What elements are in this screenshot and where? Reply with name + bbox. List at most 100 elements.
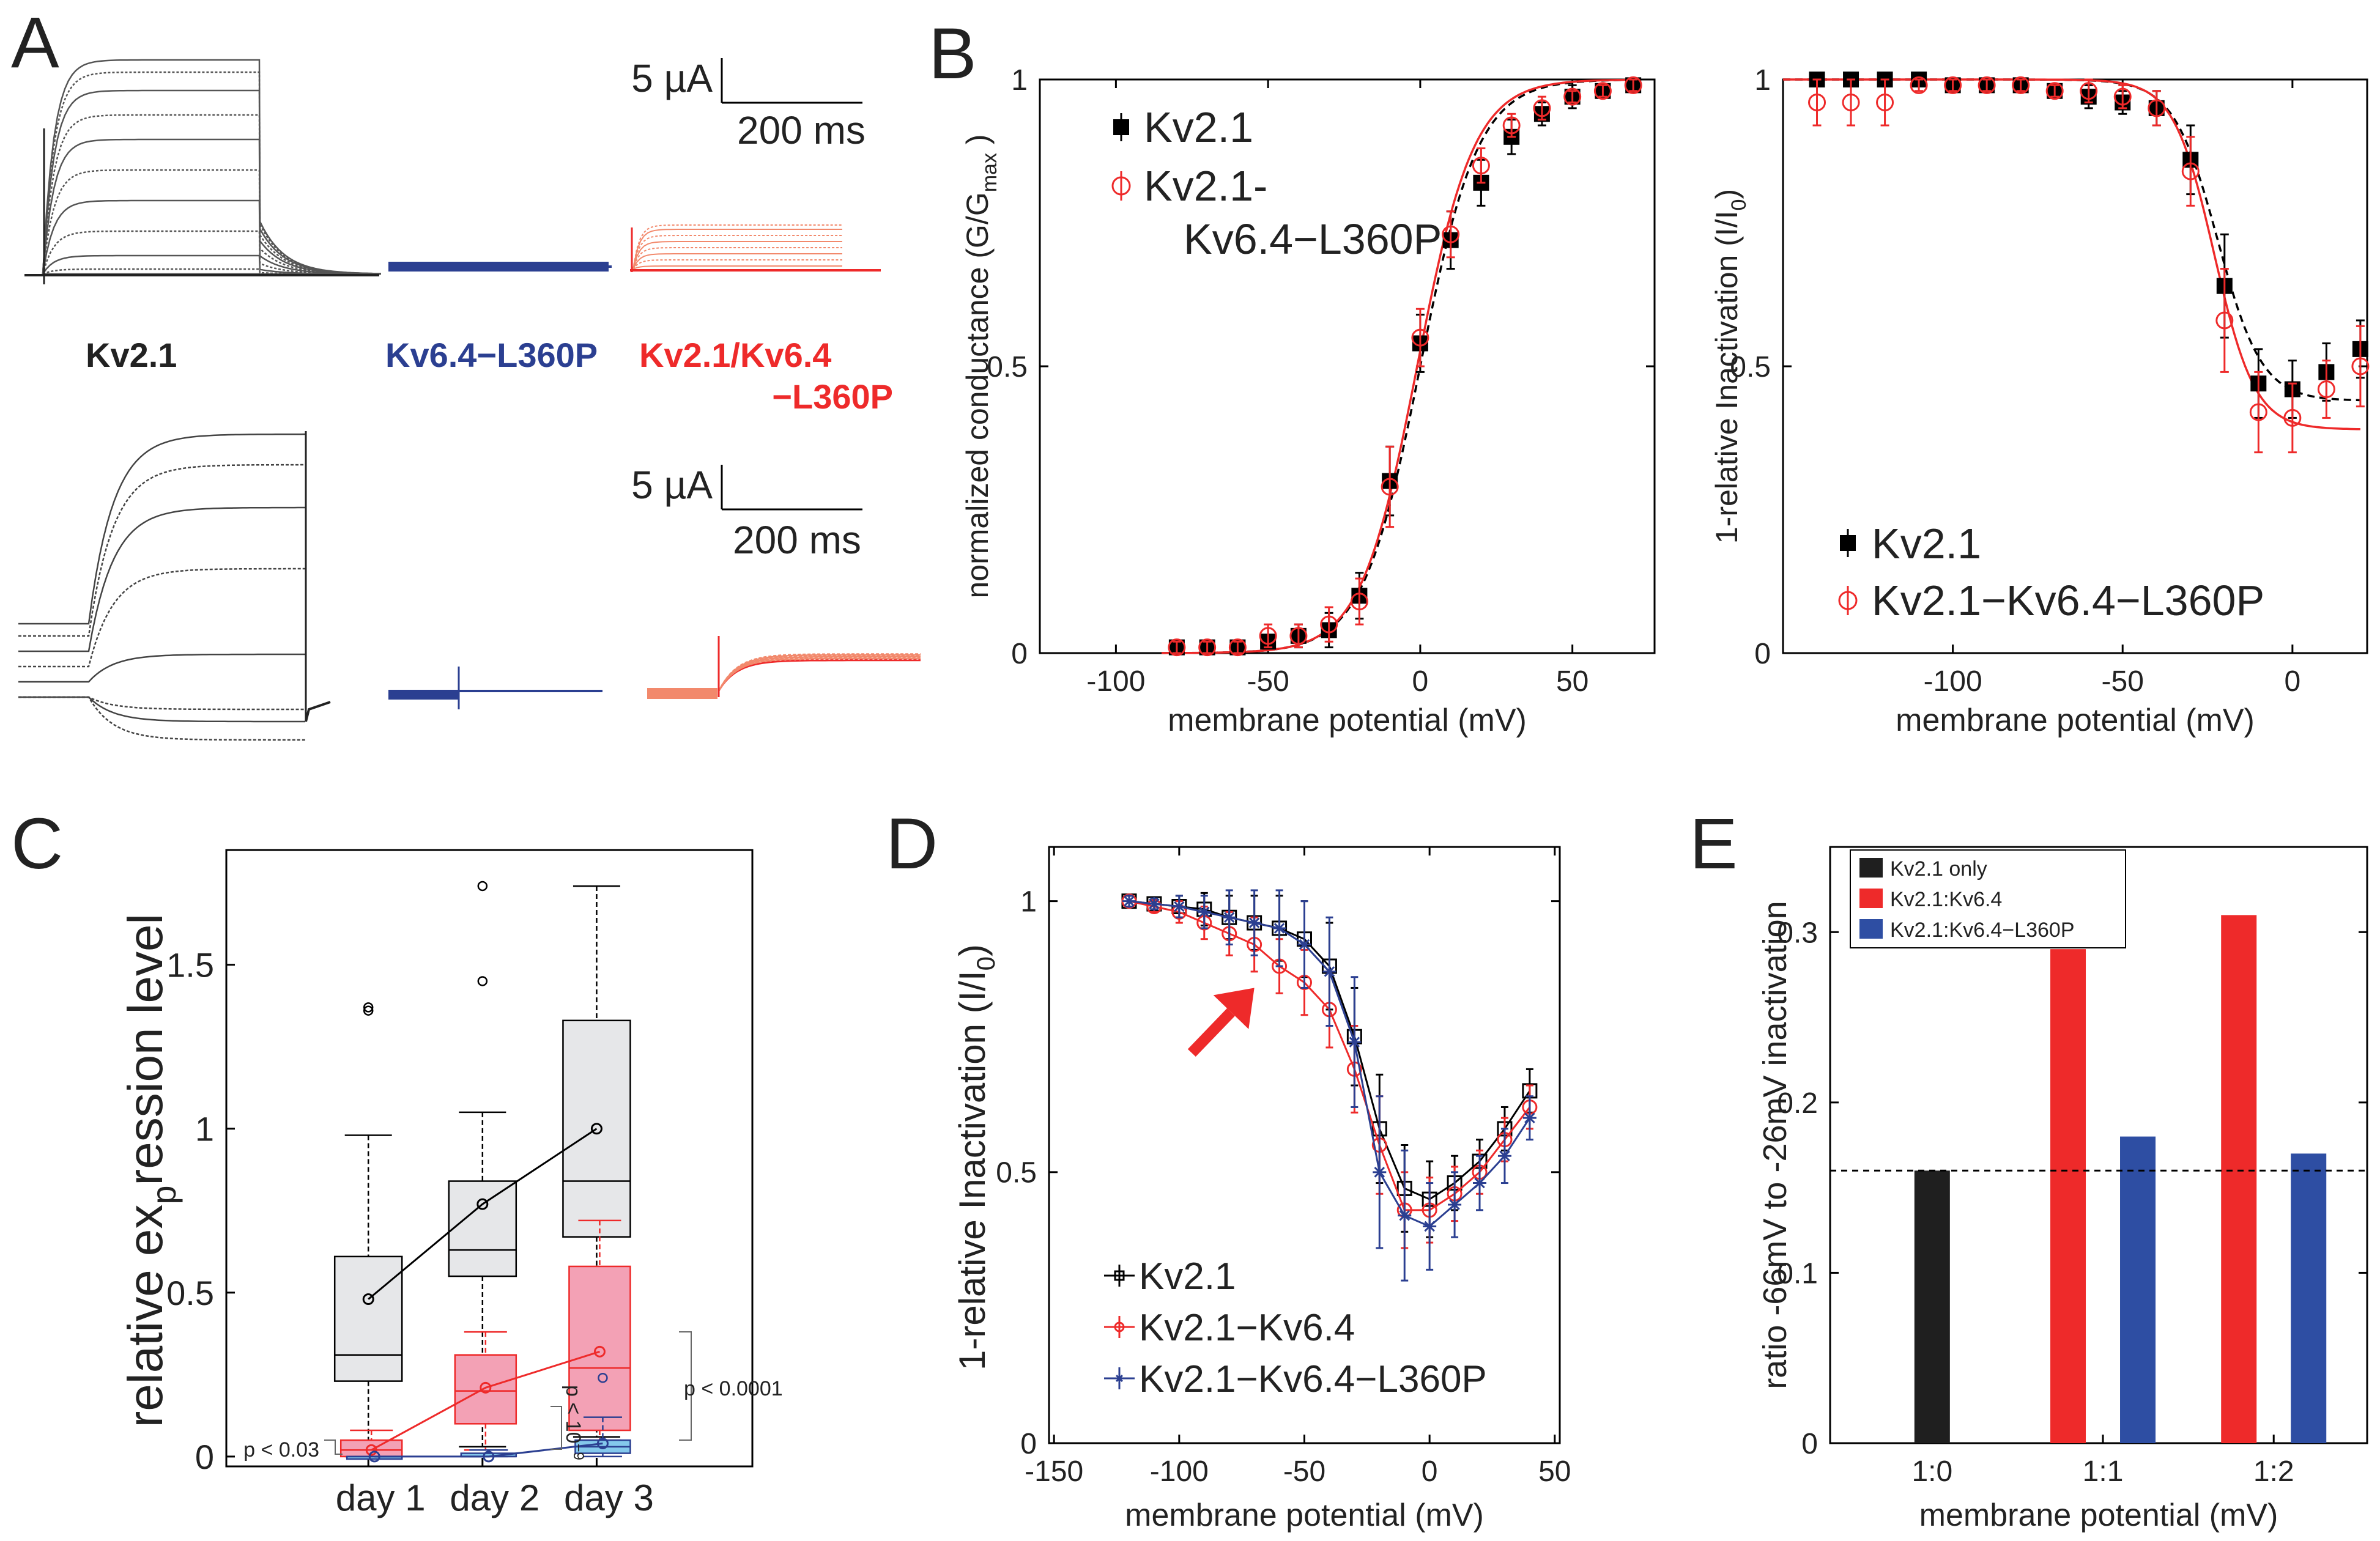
trace-kv21-bottom-sweep <box>18 696 305 711</box>
b1-point <box>1289 627 1308 645</box>
c-box <box>448 1180 517 1277</box>
b2-ytick-label: 0.5 <box>1730 351 1771 383</box>
chart-c-annotations: p < 0.03 p < 10−9 p < 0.0001 <box>243 1331 783 1462</box>
e-ytick-label: 0 <box>1801 1428 1818 1460</box>
d-point <box>1448 1198 1462 1211</box>
chart-b-activation-frame <box>1039 78 1656 654</box>
b1-point <box>1563 87 1582 106</box>
trace-kv2164-bottom-sweep <box>717 657 921 692</box>
b2-point <box>2080 82 2098 100</box>
chart-c-expression: 0 0.5 1 1.5 day 1 day 2 day 3 relative express… <box>118 849 783 1518</box>
d-point <box>1247 916 1261 930</box>
trace-kv2164-bottom-sweep <box>717 653 921 692</box>
d-point <box>1122 894 1136 908</box>
b2-ytick-label: 1 <box>1754 64 1771 97</box>
d-point <box>1322 964 1336 978</box>
b1-ytick-label: 1 <box>1011 64 1028 97</box>
chart-b-activation-xlabel: membrane potential (mV) <box>1168 703 1527 738</box>
trace-kv21-bottom-sweep <box>18 506 305 652</box>
b1-xtick-label: 50 <box>1556 665 1589 698</box>
b1-point <box>1350 593 1368 611</box>
annotation-p-day3: p < 0.0001 <box>684 1377 783 1400</box>
legend-kv2164-label-line1: Kv2.1- <box>1144 162 1267 210</box>
d-xtick-label: -100 <box>1150 1455 1209 1488</box>
c-mean-line <box>371 1350 600 1451</box>
c-box <box>454 1354 517 1425</box>
chart-d-legend: Kv2.1 Kv2.1−Kv6.4 Kv2.1−Kv6.4−L360P <box>1104 1255 1487 1400</box>
b1-point <box>1472 157 1490 175</box>
traceKv2164Top-sweep <box>632 253 842 270</box>
d-xtick-label: -150 <box>1025 1455 1083 1488</box>
scale-bar-bottom-current: 5 µA <box>631 463 713 507</box>
legend-e-kv2164-swatch <box>1859 889 1883 908</box>
b2-point <box>2215 311 2234 330</box>
annotation-p-day1: p < 0.03 <box>243 1438 319 1462</box>
b1-point <box>1502 116 1521 135</box>
traceKv21Top-sweep <box>42 199 381 275</box>
chart-d-arrow <box>1187 988 1255 1057</box>
traceKv21Top-sweep <box>42 138 381 275</box>
trace-kv2164-bottom-sweep <box>717 659 921 692</box>
chart-b-inactivation-frame <box>1782 78 2368 654</box>
e-bar <box>1914 1170 1950 1443</box>
e-ytick-label: 0.2 <box>1777 1087 1818 1120</box>
b1-point <box>1320 615 1338 634</box>
d-legend-marker <box>1115 1374 1124 1383</box>
e-bar <box>2291 1153 2327 1443</box>
b1-xtick-label: -100 <box>1086 665 1145 698</box>
traceKv21Top-sweep <box>42 230 381 275</box>
d-point <box>1348 1035 1362 1049</box>
traceKv2164Top-sweep <box>632 229 842 270</box>
traceKv21Top-sweep <box>42 71 382 275</box>
b2-point <box>1842 94 1860 112</box>
b1-ytick-label: 0 <box>1011 638 1028 670</box>
scale-bar-bottom: 5 µA 200 ms <box>631 463 862 562</box>
c-outlier <box>477 881 488 892</box>
chart-b-inactivation-xlabel: membrane potential (mV) <box>1896 703 2255 738</box>
traceKv21Top-sweep <box>42 89 382 275</box>
c-xtick-label: day 2 <box>450 1477 539 1518</box>
trace-kv21-top <box>24 59 382 284</box>
chart-d-inactivation: -150 -100 -50 0 50 0 0.5 1 membrane potential (… <box>952 846 1571 1533</box>
chart-b-inactivation: -100 -50 0 0 0.5 1 membrane potential (mV) 1-… <box>1710 64 2370 738</box>
label-kv21: Kv2.1 <box>86 336 177 374</box>
b1-point <box>1411 328 1429 347</box>
d-point <box>1497 1149 1511 1163</box>
d-ytick-label: 0.5 <box>996 1157 1037 1189</box>
e-xtick-label: 1:0 <box>1911 1455 1952 1488</box>
b1-ytick-label: 0.5 <box>987 351 1028 383</box>
e-bar <box>2050 949 2086 1443</box>
d-xtick-label: 0 <box>1422 1455 1438 1488</box>
legend-e-kv21-only: Kv2.1 only <box>1890 857 1987 881</box>
d-point <box>1272 921 1286 935</box>
b1-point <box>1259 627 1277 645</box>
chart-e-frame <box>1829 846 2368 1444</box>
e-xtick-label: 1:2 <box>2253 1455 2294 1488</box>
d-point <box>1197 905 1211 919</box>
c-mean-point <box>368 1450 380 1463</box>
b2-point <box>1910 76 1928 94</box>
c-box <box>333 1255 403 1382</box>
b2-xtick-label: 0 <box>2284 665 2300 698</box>
c-mean-point <box>476 1198 489 1210</box>
trace-kv2164-bottom <box>647 636 921 699</box>
d-point <box>1222 911 1236 925</box>
trace-kv2164-bottom-sweep <box>717 656 921 692</box>
trace-kv21-bottom-sweep <box>18 696 305 741</box>
traceKv2164Top-sweep <box>632 259 842 270</box>
traceKv21Top-sweep <box>42 254 381 275</box>
c-mean-point <box>483 1450 495 1463</box>
chart-b-inactivation-ylabel: 1-relative Inactivation (I/I0) <box>1710 189 1751 544</box>
b1-point <box>1442 225 1460 243</box>
b2-point <box>1978 76 1996 94</box>
b2-point <box>2249 403 2267 421</box>
d-point <box>1473 1176 1487 1190</box>
legend-e-kv2164-l360p-swatch <box>1859 919 1883 939</box>
c-ytick-label: 0 <box>195 1438 214 1476</box>
b2-point <box>1876 94 1894 112</box>
d-point <box>1172 900 1186 914</box>
c-xtick-label: day 3 <box>564 1477 654 1518</box>
d-legend-marker <box>1114 1321 1125 1332</box>
